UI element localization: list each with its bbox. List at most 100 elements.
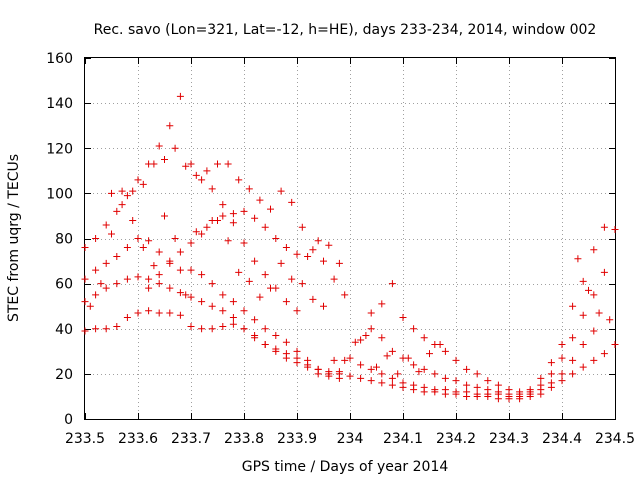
data-point: [415, 368, 423, 376]
data-point: [288, 198, 296, 206]
data-point: [282, 298, 290, 306]
data-point: [574, 255, 582, 263]
data-point: [463, 388, 471, 396]
data-point: [388, 347, 396, 355]
series-arc4: [81, 92, 301, 315]
data-point: [335, 259, 343, 267]
data-point: [203, 223, 211, 231]
data-point: [484, 386, 492, 394]
data-point: [240, 239, 248, 247]
data-point: [214, 216, 221, 224]
data-point: [145, 275, 153, 283]
x-tick-label: 233.6: [118, 431, 158, 447]
y-tick-label: 60: [55, 277, 73, 293]
data-point: [330, 275, 338, 283]
data-point: [251, 334, 259, 342]
data-point: [176, 266, 184, 274]
data-point: [404, 354, 412, 362]
data-point: [590, 327, 598, 335]
y-tick-label: 20: [55, 367, 73, 383]
data-point: [600, 223, 608, 231]
y-tick-label: 160: [46, 51, 73, 67]
data-point: [155, 280, 163, 288]
x-axis: 233.5 233.6 233.7 233.8 233.9 234 234.1 234.2 23…: [65, 58, 635, 447]
data-point: [240, 307, 248, 315]
data-point: [611, 225, 619, 233]
series-arc5: [108, 144, 349, 299]
data-point: [293, 354, 301, 362]
data-point: [224, 160, 232, 168]
data-point: [579, 341, 587, 349]
series-arc10: [367, 223, 608, 396]
x-tick-label: 233.9: [277, 431, 317, 447]
data-point: [134, 235, 142, 242]
data-point: [452, 377, 460, 385]
data-point: [129, 187, 137, 195]
data-point: [420, 334, 428, 342]
data-point: [585, 286, 592, 294]
data-point: [81, 298, 89, 306]
data-point: [155, 142, 163, 150]
data-point: [219, 322, 227, 330]
data-point: [600, 350, 608, 358]
data-point: [282, 244, 290, 252]
data-point: [198, 230, 206, 238]
data-point: [192, 171, 200, 179]
data-point: [219, 201, 227, 209]
data-point: [452, 356, 460, 364]
data-point: [611, 341, 619, 349]
data-point: [251, 257, 259, 265]
data-point: [293, 250, 301, 258]
data-point: [547, 370, 555, 378]
x-axis-label: GPS time / Days of year 2014: [242, 459, 449, 475]
data-point: [288, 275, 296, 283]
data-point: [314, 365, 322, 373]
data-point: [388, 280, 396, 288]
data-point: [187, 293, 195, 301]
data-point: [150, 262, 158, 270]
data-point: [473, 390, 481, 398]
data-point: [558, 354, 566, 362]
data-point: [240, 325, 248, 333]
data-point: [537, 374, 545, 382]
data-point: [579, 311, 587, 319]
data-point: [399, 313, 407, 321]
x-tick-label: 233.5: [65, 431, 105, 447]
data-point: [118, 187, 126, 195]
series-arc6: [145, 207, 343, 292]
data-point: [208, 185, 216, 193]
data-point: [410, 325, 418, 333]
data-point: [251, 316, 259, 324]
data-point: [367, 377, 375, 385]
data-point: [367, 325, 375, 333]
data-point: [155, 271, 163, 279]
data-point: [272, 235, 280, 242]
data-point: [102, 325, 110, 333]
data-point: [378, 300, 386, 308]
data-point: [293, 307, 301, 315]
data-point: [399, 379, 407, 387]
data-point: [176, 311, 184, 319]
data-point: [431, 386, 439, 394]
data-point: [108, 189, 115, 197]
data-point: [198, 176, 206, 184]
data-point: [441, 347, 449, 355]
data-point: [304, 253, 312, 261]
data-point: [473, 383, 481, 391]
series-arc3: [81, 235, 343, 378]
data-point: [441, 386, 449, 394]
data-point: [92, 325, 100, 333]
data-point: [282, 338, 290, 346]
data-point: [410, 361, 418, 369]
data-point: [579, 277, 587, 285]
data-point: [272, 345, 280, 353]
data-point: [198, 271, 206, 279]
data-point: [235, 176, 243, 184]
data-point: [187, 322, 195, 330]
data-point: [166, 309, 174, 317]
data-point: [426, 350, 433, 358]
data-point: [526, 386, 534, 394]
data-point: [224, 237, 232, 245]
y-axis: 0 20 40 60 80 100 120 140 160: [46, 51, 615, 428]
